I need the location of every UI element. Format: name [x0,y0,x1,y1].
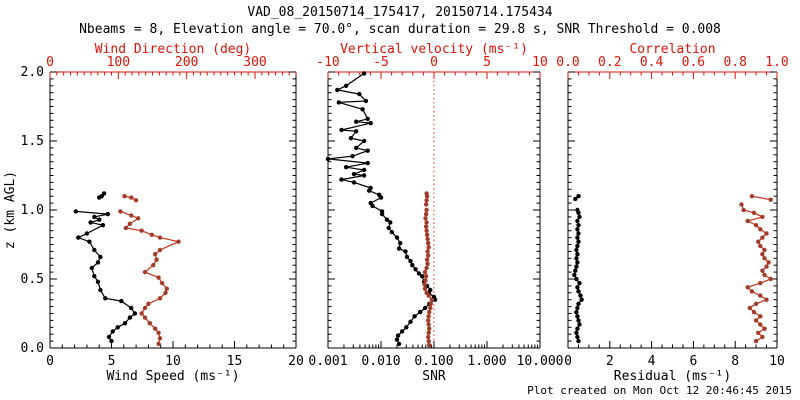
vertical-velocity [422,207,435,348]
svg-text:0: 0 [430,55,438,70]
svg-text:0.6: 0.6 [682,55,705,70]
svg-text:0.8: 0.8 [723,55,746,70]
svg-text:0.001: 0.001 [308,354,347,369]
svg-text:2: 2 [606,354,614,369]
svg-text:1.0: 1.0 [21,203,44,218]
svg-text:Wind Speed (ms⁻¹): Wind Speed (ms⁻¹) [106,369,239,384]
snr-profile [325,71,438,347]
snr-panel: 0.001 0.010 0.100 1.000 10.000 SNR -10 -5 0 5 10 Ve… [308,42,563,384]
svg-text:4: 4 [648,354,656,369]
svg-text:5: 5 [483,55,491,70]
svg-text:100: 100 [107,55,130,70]
svg-text:1.000: 1.000 [467,354,506,369]
svg-text:z (km AGL): z (km AGL) [3,171,18,249]
svg-text:300: 300 [243,55,266,70]
svg-text:0.0: 0.0 [556,55,579,70]
svg-text:0.5: 0.5 [21,272,44,287]
plot-subtitle: Nbeams = 8, Elevation angle = 70.0°, sca… [79,22,721,37]
svg-text:1.5: 1.5 [21,134,44,149]
svg-text:-10: -10 [316,55,339,70]
svg-text:0.010: 0.010 [361,354,400,369]
wind-speed-upper [97,191,107,200]
svg-text:Correlation: Correlation [629,42,715,57]
svg-text:2.0: 2.0 [21,65,44,80]
wind-direction [118,209,181,347]
svg-text:0.0: 0.0 [21,341,44,356]
svg-text:10.000: 10.000 [517,354,564,369]
svg-text:0.100: 0.100 [414,354,453,369]
svg-text:6: 6 [689,354,697,369]
svg-text:5: 5 [108,354,116,369]
svg-text:15: 15 [227,354,243,369]
plot-title: VAD_08_20150714_175417, 20150714.175434 [247,5,553,20]
wind-direction-upper [122,194,139,203]
svg-text:0: 0 [564,354,572,369]
svg-text:-5: -5 [373,55,389,70]
vertical-velocity-upper [423,191,430,207]
residual-panel: 0 2 4 6 8 10 Residual (ms⁻¹) 0.0 0.2 0.4 0.6 0.8 1.0… [556,42,788,384]
svg-text:20: 20 [288,354,304,369]
residual-upper [573,194,581,202]
svg-text:1.0: 1.0 [765,55,788,70]
wind-speed [73,209,138,344]
svg-text:200: 200 [175,55,198,70]
svg-text:10: 10 [769,354,785,369]
svg-text:10: 10 [165,354,181,369]
correlation-upper [749,194,773,202]
svg-text:8: 8 [731,354,739,369]
residual [572,207,584,344]
correlation [739,202,773,344]
svg-text:10: 10 [532,55,548,70]
svg-text:Vertical velocity (ms⁻¹): Vertical velocity (ms⁻¹) [340,42,528,57]
svg-text:Residual (ms⁻¹): Residual (ms⁻¹) [614,369,731,384]
svg-text:SNR: SNR [422,369,446,384]
svg-text:0.4: 0.4 [640,55,664,70]
svg-text:0: 0 [46,354,54,369]
svg-text:Wind Direction (deg): Wind Direction (deg) [95,42,252,57]
plot-footnote: Plot created on Mon Oct 12 20:46:45 2015 [527,384,792,397]
svg-text:0: 0 [46,55,54,70]
svg-text:0.2: 0.2 [598,55,621,70]
